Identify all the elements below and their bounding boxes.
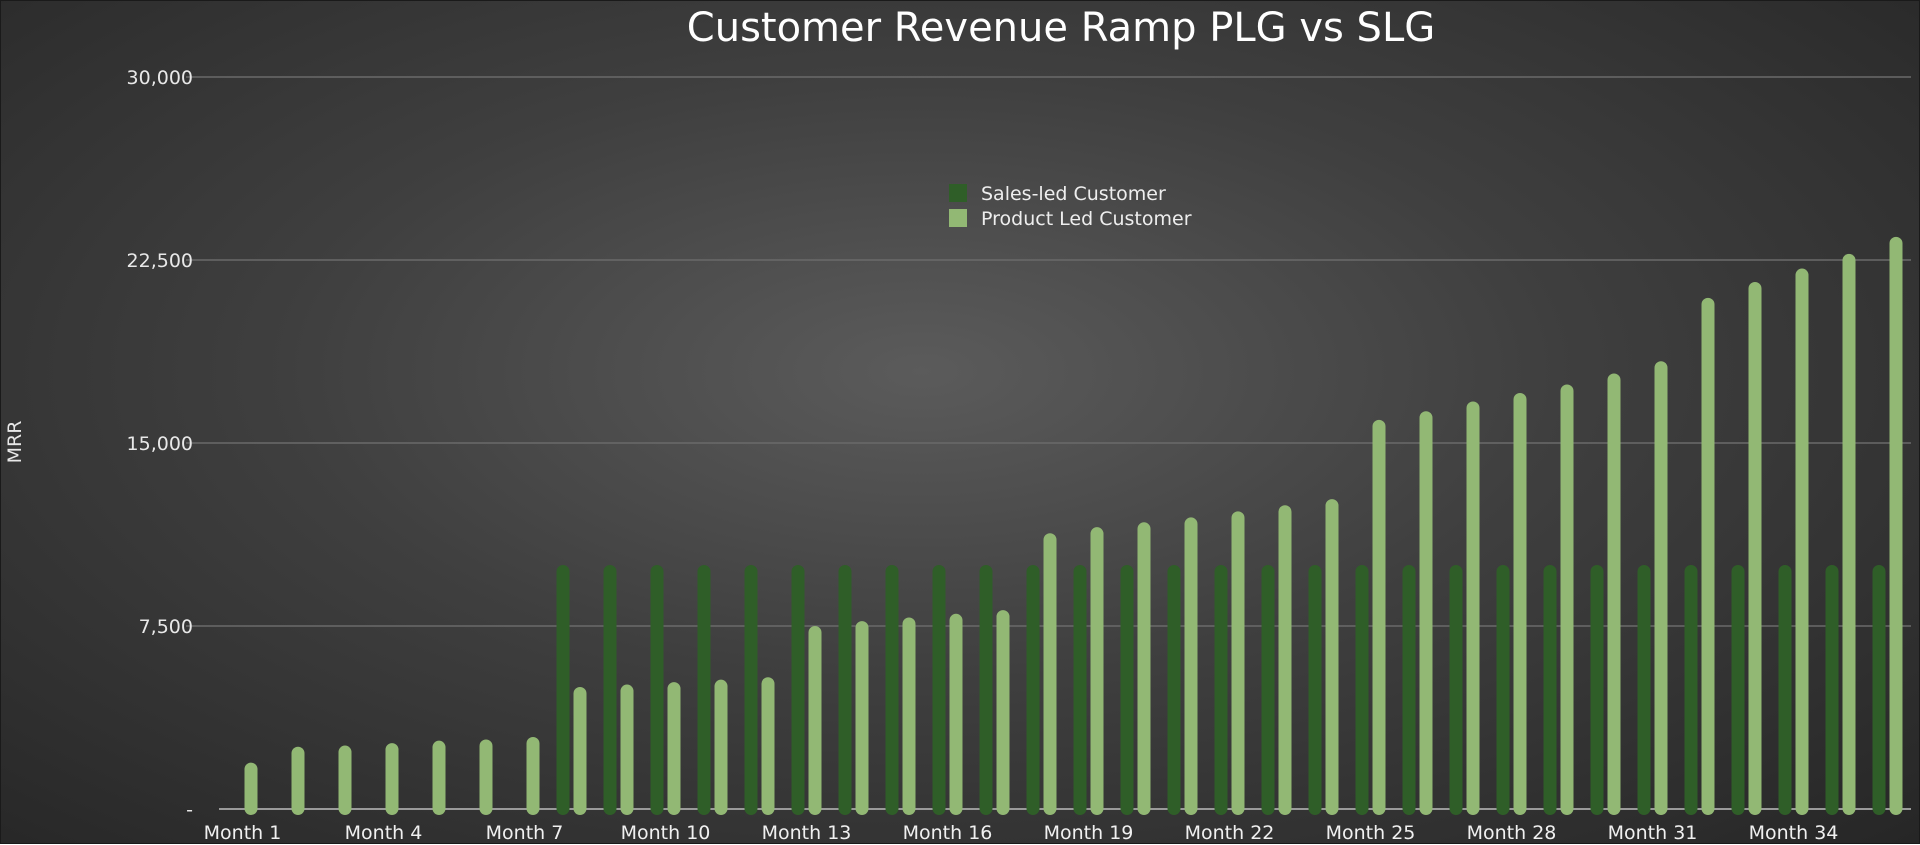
sales-led-bar	[1402, 565, 1416, 815]
sales-led-bar	[556, 565, 570, 815]
product-led-bar	[1372, 419, 1386, 815]
x-tick-label: Month 19	[1044, 822, 1134, 844]
product-led-bar	[902, 617, 916, 815]
sales-led-bar	[932, 565, 946, 815]
legend: Sales-led Customer Product Led Customer	[949, 183, 1192, 230]
product-led-bar	[808, 626, 822, 815]
sales-led-bar	[1825, 565, 1839, 815]
product-led-bar	[1419, 411, 1433, 815]
product-led-bar	[1278, 505, 1292, 815]
x-tick-label: Month 16	[903, 822, 993, 844]
product-led-bar	[291, 746, 305, 815]
x-tick-label: Month 31	[1608, 822, 1698, 844]
sales-led-bar	[1449, 565, 1463, 815]
sales-led-bar	[1496, 565, 1510, 815]
product-led-bar	[1137, 522, 1151, 815]
product-led-bar	[1560, 384, 1574, 815]
product-led-bar	[1231, 511, 1245, 815]
y-tick-label: 7,500	[139, 616, 193, 638]
sales-led-bar	[1308, 565, 1322, 815]
product-led-bar	[714, 679, 728, 815]
product-led-bar	[996, 610, 1010, 815]
product-led-bar	[1889, 236, 1903, 815]
sales-led-bar	[603, 565, 617, 815]
product-led-bar	[1607, 373, 1621, 815]
sales-led-bar	[697, 565, 711, 815]
x-axis-ticks: Month 1 Month 4 Month 7 Month 10 Month 13 Mon…	[204, 822, 1839, 844]
legend-label: Sales-led Customer	[981, 183, 1166, 205]
product-led-bar	[1842, 253, 1856, 815]
product-led-bar	[385, 743, 399, 815]
product-led-bar	[949, 613, 963, 815]
x-tick-label: Month 34	[1749, 822, 1839, 844]
y-tick-label: -	[186, 799, 193, 821]
product-led-bar	[667, 682, 681, 815]
sales-led-bar	[979, 565, 993, 815]
product-led-bar	[1513, 392, 1527, 815]
sales-led-bar	[1778, 565, 1792, 815]
product-led-bar	[1466, 401, 1480, 815]
product-led-bar	[479, 739, 493, 815]
product-led-bar	[761, 677, 775, 815]
y-tick-label: 15,000	[127, 433, 193, 455]
y-axis-ticks: - 7,500 15,000 22,500 30,000	[127, 67, 193, 821]
sales-led-bar	[1355, 565, 1369, 815]
sales-led-bar	[744, 565, 758, 815]
legend-swatch	[949, 209, 967, 227]
product-led-bar	[573, 687, 587, 815]
y-tick-label: 22,500	[127, 250, 193, 272]
bars	[244, 236, 1903, 816]
sales-led-bar	[1214, 565, 1228, 815]
x-tick-label: Month 7	[486, 822, 564, 844]
x-tick-label: Month 28	[1467, 822, 1557, 844]
product-led-bar	[1748, 281, 1762, 816]
product-led-bar	[1701, 297, 1715, 815]
sales-led-bar	[1167, 565, 1181, 815]
x-tick-label: Month 4	[345, 822, 423, 844]
y-axis-label: MRR	[4, 421, 26, 464]
product-led-bar	[1654, 361, 1668, 815]
sales-led-bar	[1684, 565, 1698, 815]
x-tick-label: Month 25	[1326, 822, 1416, 844]
sales-led-bar	[1731, 565, 1745, 815]
sales-led-bar	[1120, 565, 1134, 815]
sales-led-bar	[1543, 565, 1557, 815]
x-tick-label: Month 22	[1185, 822, 1275, 844]
sales-led-bar	[1590, 565, 1604, 815]
legend-swatch	[949, 184, 967, 202]
product-led-bar	[338, 745, 352, 815]
product-led-bar	[1795, 268, 1809, 815]
chart-title: Customer Revenue Ramp PLG vs SLG	[687, 5, 1435, 51]
legend-label: Product Led Customer	[981, 208, 1192, 230]
sales-led-bar	[650, 565, 664, 815]
sales-led-bar	[791, 565, 805, 815]
product-led-bar	[1043, 533, 1057, 815]
sales-led-bar	[1637, 565, 1651, 815]
sales-led-bar	[885, 565, 899, 815]
x-tick-label: Month 13	[762, 822, 852, 844]
sales-led-bar	[1026, 565, 1040, 815]
product-led-bar	[432, 740, 446, 815]
sales-led-bar	[1872, 565, 1886, 815]
product-led-bar	[1184, 517, 1198, 815]
sales-led-bar	[1261, 565, 1275, 815]
sales-led-bar	[838, 565, 852, 815]
product-led-bar	[1090, 527, 1104, 815]
x-tick-label: Month 10	[621, 822, 711, 844]
product-led-bar	[1325, 499, 1339, 815]
product-led-bar	[244, 762, 258, 815]
gridlines	[186, 76, 1911, 810]
product-led-bar	[855, 621, 869, 815]
sales-led-bar	[1073, 565, 1087, 815]
y-tick-label: 30,000	[127, 67, 193, 89]
x-tick-label: Month 1	[204, 822, 282, 844]
product-led-bar	[620, 684, 634, 815]
product-led-bar	[526, 737, 540, 815]
